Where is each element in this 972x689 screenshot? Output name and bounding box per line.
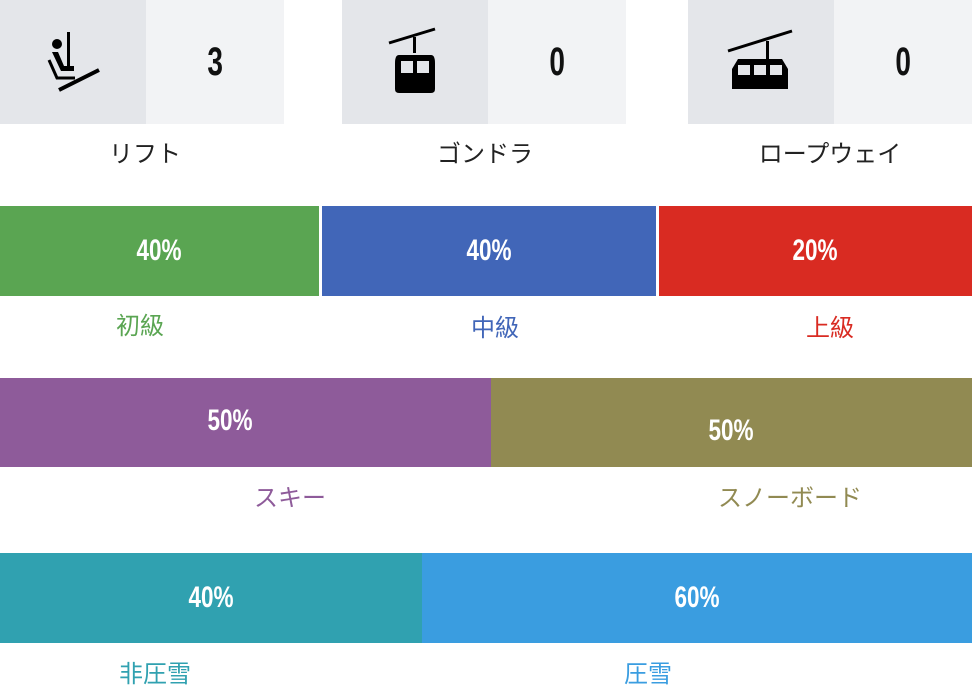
ungroomed-bar: 40% bbox=[0, 553, 422, 643]
beginner-bar: 40% bbox=[0, 206, 319, 296]
intermediate-bar: 40% bbox=[322, 206, 656, 296]
ropeway-count: 0 bbox=[834, 0, 972, 124]
ropeway-icon-box bbox=[688, 0, 834, 124]
advanced-bar: 20% bbox=[659, 206, 972, 296]
advanced-label: 上級 bbox=[806, 314, 854, 342]
gondola-label: ゴンドラ bbox=[437, 140, 533, 168]
groomed-label: 圧雪 bbox=[624, 660, 672, 688]
chairlift-icon bbox=[47, 32, 100, 92]
gondola-icon bbox=[388, 27, 436, 93]
snowboard-label: スノーボード bbox=[718, 484, 862, 512]
lift-count: 3 bbox=[146, 0, 284, 124]
lift-label: リフト bbox=[109, 140, 181, 168]
ski-bar: 50% bbox=[0, 378, 491, 467]
ski-label: スキー bbox=[254, 484, 326, 512]
gondola-icon-box bbox=[342, 0, 488, 124]
chairlift-icon-box bbox=[0, 0, 146, 124]
ropeway-label: ロープウェイ bbox=[758, 140, 902, 168]
ropeway-icon bbox=[727, 29, 793, 89]
groomed-bar: 60% bbox=[422, 553, 972, 643]
snowboard-bar: 50% bbox=[491, 378, 972, 467]
ungroomed-label: 非圧雪 bbox=[119, 660, 191, 688]
intermediate-label: 中級 bbox=[471, 314, 519, 342]
gondola-count: 0 bbox=[488, 0, 626, 124]
beginner-label: 初級 bbox=[116, 312, 164, 340]
